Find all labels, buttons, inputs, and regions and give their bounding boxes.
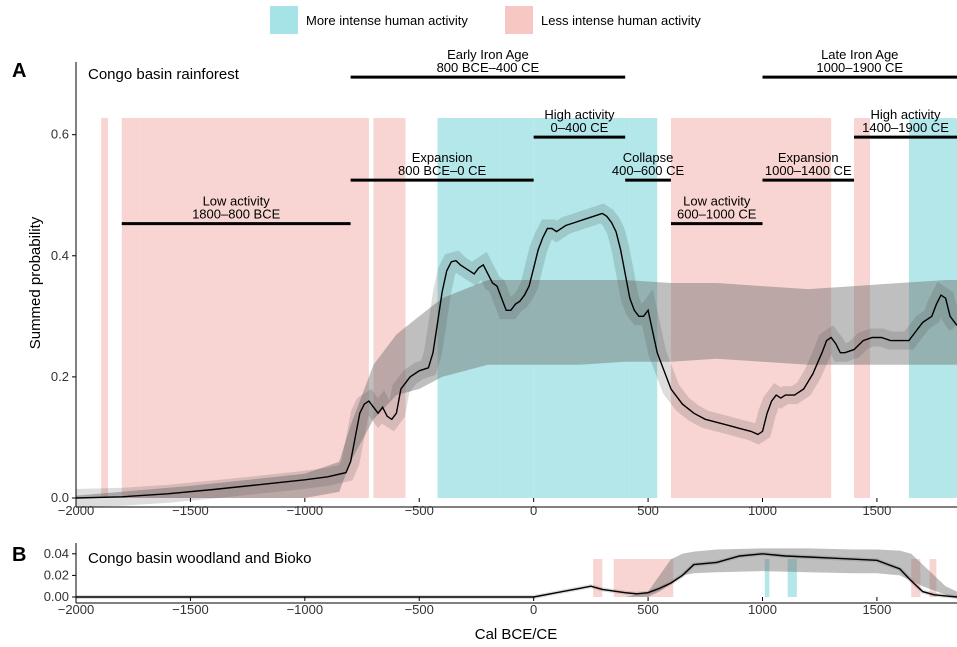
x-tick-label: −1000 <box>287 503 324 518</box>
y-tick-label: 0.2 <box>51 369 69 384</box>
x-tick-label: −500 <box>405 503 434 518</box>
x-tick-label: 1000 <box>748 503 777 518</box>
legend-swatch-more <box>270 6 298 34</box>
less-intense-region <box>593 559 603 597</box>
period-label-name: Late Iron Age <box>821 47 898 62</box>
period-label-range: 1400–1900 CE <box>862 120 949 135</box>
panel-a-title: Congo basin rainforest <box>88 66 240 83</box>
y-tick-label: 0.4 <box>51 248 69 263</box>
period-label-range: 400–600 CE <box>612 163 685 178</box>
x-tick-label: −1500 <box>172 503 209 518</box>
panel-b: 0.00 0.02 0.04 −2000 −1500 −1000 −500 0 500 1000… <box>12 543 957 617</box>
period-label-name: Early Iron Age <box>447 47 529 62</box>
x-tick-label: −1500 <box>172 602 209 617</box>
legend-label-less: Less intense human activity <box>541 13 701 28</box>
less-intense-region <box>101 118 109 498</box>
less-intense-region <box>670 118 763 498</box>
less-intense-region <box>911 559 921 597</box>
x-axis-title: Cal BCE/CE <box>475 626 558 643</box>
y-tick-label: 0.02 <box>44 567 69 582</box>
period-label-range: 800 BCE–400 CE <box>437 60 540 75</box>
x-tick-label: 1000 <box>748 602 777 617</box>
period-label-name: High activity <box>544 107 615 122</box>
period-label-name: Expansion <box>412 150 473 165</box>
period-label-name: High activity <box>870 107 941 122</box>
period-label-range: 1000–1400 CE <box>765 163 852 178</box>
panel-a-letter: A <box>12 60 26 82</box>
x-tick-label: −500 <box>405 602 434 617</box>
y-tick-label: 0.04 <box>44 546 69 561</box>
panel-b-title: Congo basin woodland and Bioko <box>88 550 312 567</box>
period-label-range: 0–400 CE <box>551 120 609 135</box>
more-intense-region <box>908 118 957 498</box>
panel-a-lines <box>76 203 957 507</box>
x-tick-label: 1500 <box>862 602 891 617</box>
panel-a-y-ticks: 0.0 0.2 0.4 0.6 <box>51 127 76 505</box>
period-label-range: 600–1000 CE <box>677 207 757 222</box>
panel-b-letter: B <box>12 544 26 566</box>
period-label-name: Low activity <box>683 194 751 209</box>
panel-a-envelope <box>76 280 957 498</box>
y-tick-label: 0.6 <box>51 127 69 142</box>
x-tick-label: 1500 <box>862 503 891 518</box>
x-tick-label: −1000 <box>287 602 324 617</box>
more-intense-region <box>764 559 770 597</box>
x-tick-label: −2000 <box>58 602 95 617</box>
x-tick-label: 500 <box>637 602 659 617</box>
legend: More intense human activity Less intense… <box>270 6 701 34</box>
panel-a-x-ticks: −2000 −1500 −1000 −500 0 500 1000 1500 <box>58 498 891 518</box>
x-tick-label: 0 <box>530 503 537 518</box>
more-intense-region <box>787 559 797 597</box>
period-label-name: Low activity <box>203 194 271 209</box>
y-tick-label: 0.0 <box>51 490 69 505</box>
less-intense-region <box>350 118 369 498</box>
less-intense-region <box>613 559 674 597</box>
period-label-range: 800 BCE–0 CE <box>398 163 486 178</box>
simulated-envelope-band <box>76 548 957 597</box>
x-tick-label: −2000 <box>58 503 95 518</box>
x-tick-label: 500 <box>637 503 659 518</box>
period-label-name: Expansion <box>778 150 839 165</box>
y-tick-label: 0.00 <box>44 589 69 604</box>
x-tick-label: 0 <box>530 602 537 617</box>
less-intense-region <box>140 118 351 498</box>
panel-a-y-axis-title: Summed probability <box>27 216 44 349</box>
panel-b-envelope <box>76 548 957 597</box>
panel-b-lines <box>76 551 957 599</box>
period-label-range: 1800–800 BCE <box>192 207 281 222</box>
less-intense-region <box>121 118 141 498</box>
period-label-range: 1000–1900 CE <box>816 60 903 75</box>
legend-swatch-less <box>505 6 533 34</box>
panel-b-x-ticks: −2000 −1500 −1000 −500 0 500 1000 1500 <box>58 597 891 617</box>
period-label-name: Collapse <box>623 150 674 165</box>
summed-probability-line <box>76 212 957 499</box>
less-intense-region <box>929 559 937 597</box>
panel-b-y-ticks: 0.00 0.02 0.04 <box>44 546 76 604</box>
legend-label-more: More intense human activity <box>306 13 468 28</box>
more-intense-region <box>533 118 630 498</box>
simulated-envelope-band <box>76 280 957 498</box>
less-intense-region <box>854 118 871 498</box>
summed-probability-line <box>76 553 957 598</box>
panel-b-shaded-regions <box>593 559 937 597</box>
